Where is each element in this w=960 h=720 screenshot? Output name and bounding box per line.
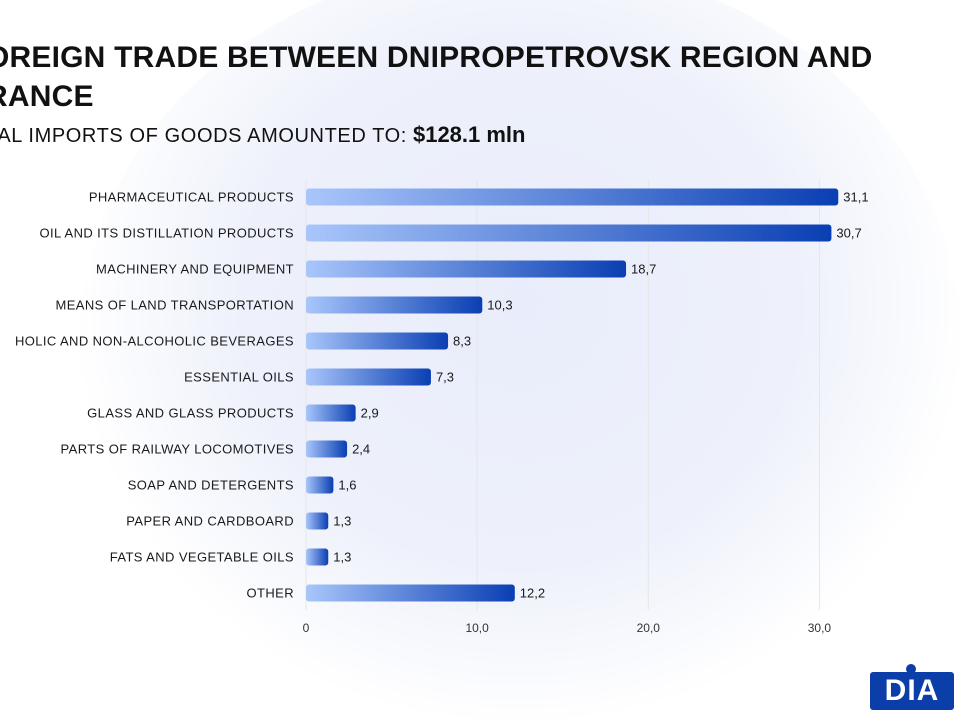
value-label: 31,1 [843, 190, 868, 205]
bar [306, 188, 839, 206]
category-label: FATS AND VEGETABLE OILS [110, 550, 294, 565]
total-imports-value: $128.1 mln [412, 122, 526, 147]
category-label: PHARMACEUTICAL PRODUCTS [89, 190, 294, 205]
bar [306, 548, 329, 566]
labels: 0 10,0 20,0 30,0 PHARMACEUTICAL PRODUCTS 31,1… [15, 190, 869, 636]
x-tick-label: 20,0 [637, 621, 661, 635]
chart-title: OREIGN TRADE BETWEEN DNIPROPETROVSK REGI… [0, 41, 873, 113]
category-label: SOAP AND DETERGENTS [128, 478, 294, 493]
value-label: 10,3 [487, 298, 512, 313]
x-tick-label: 0 [303, 621, 310, 635]
value-label: 7,3 [436, 370, 454, 385]
category-label: GLASS AND GLASS PRODUCTS [87, 406, 294, 421]
bar [306, 512, 329, 530]
bar [306, 296, 483, 314]
value-label: 1,6 [338, 478, 356, 493]
category-label: MEANS OF LAND TRANSPORTATION [56, 298, 295, 313]
value-label: 2,4 [352, 442, 370, 457]
bars [306, 188, 839, 602]
bar [306, 476, 334, 494]
value-label: 8,3 [453, 334, 471, 349]
category-label: OIL AND ITS DISTILLATION PRODUCTS [40, 226, 294, 241]
dia-logo: DIA [870, 664, 960, 710]
bar [306, 440, 348, 458]
category-label: PARTS OF RAILWAY LOCOMOTIVES [61, 442, 294, 457]
category-label: OTHER [247, 586, 295, 601]
x-tick-label: 10,0 [465, 621, 489, 635]
bar [306, 584, 515, 602]
value-label: 1,3 [333, 550, 351, 565]
category-label: HOLIC AND NON-ALCOHOLIC BEVERAGES [15, 334, 294, 349]
subtitle-text: TAL IMPORTS OF GOODS AMOUNTED TO: [0, 125, 407, 147]
bar [306, 368, 431, 386]
logo-box: DIA [870, 672, 954, 710]
value-label: 12,2 [520, 586, 545, 601]
bar [306, 404, 356, 422]
value-label: 2,9 [361, 406, 379, 421]
value-label: 1,3 [333, 514, 351, 529]
x-tick-label: 30,0 [808, 621, 832, 635]
bar [306, 224, 832, 242]
value-label: 30,7 [836, 226, 861, 241]
category-label: PAPER AND CARDBOARD [126, 514, 294, 529]
category-label: MACHINERY AND EQUIPMENT [96, 262, 294, 277]
bar [306, 332, 449, 350]
grid-lines [305, 180, 820, 610]
logo-dot [906, 664, 916, 674]
bar [306, 260, 627, 278]
category-label: ESSENTIAL OILS [184, 370, 294, 385]
value-label: 18,7 [631, 262, 656, 277]
chart-subtitle: TAL IMPORTS OF GOODS AMOUNTED TO: $128.1 … [0, 121, 525, 150]
